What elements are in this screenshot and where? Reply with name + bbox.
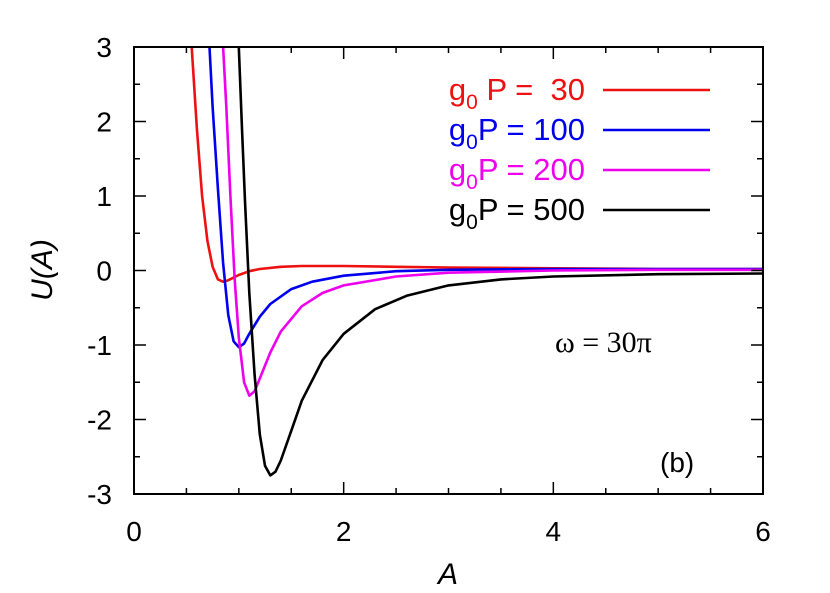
omega-annotation: ω = 30π — [555, 326, 652, 359]
y-tick-label: 0 — [96, 256, 112, 287]
legend-prefix: g — [449, 152, 466, 187]
y-tick-label: 1 — [96, 181, 112, 212]
y-tick-label: 2 — [96, 107, 112, 138]
y-tick-label: -2 — [87, 405, 112, 436]
legend-subscript: 0 — [466, 171, 478, 194]
series-line-2 — [221, 47, 763, 397]
x-tick-label: 0 — [126, 516, 142, 547]
legend-entry-1: g0P = 100 — [449, 112, 585, 154]
legend-prefix: g — [449, 112, 466, 147]
series-line-1 — [208, 47, 763, 349]
series-line-0 — [190, 47, 763, 283]
legend-rest: P = 100 — [478, 112, 585, 147]
legend-subscript: 0 — [466, 91, 478, 114]
legend-subscript: 0 — [466, 131, 478, 154]
y-axis-label: U(A) — [26, 239, 59, 301]
x-axis-label: A — [436, 558, 458, 591]
legend-prefix: g — [449, 192, 466, 227]
legend-rest: P = 500 — [478, 192, 585, 227]
legend-entry-0: g0 P = 30 — [449, 72, 585, 114]
x-tick-label: 6 — [755, 516, 771, 547]
tick-labels-layer: 0 2 4 6 3 2 1 0 -1 -2 -3 — [87, 32, 771, 547]
curves-layer — [190, 47, 763, 477]
y-tick-label: 3 — [96, 32, 112, 63]
legend-subscript: 0 — [466, 211, 478, 234]
y-tick-label: -1 — [87, 330, 112, 361]
x-tick-label: 4 — [546, 516, 562, 547]
x-tick-label: 2 — [336, 516, 352, 547]
legend-rest: P = 200 — [478, 152, 585, 187]
series-line-3 — [237, 47, 763, 477]
legend-entry-2: g0P = 200 — [449, 152, 585, 194]
plot-frame — [133, 46, 764, 495]
panel-label: (b) — [660, 447, 694, 478]
y-tick-label: -3 — [87, 479, 112, 510]
legend-rest: P = 30 — [478, 72, 585, 107]
legend-prefix: g — [449, 72, 466, 107]
legend-entry-3: g0P = 500 — [449, 192, 585, 234]
